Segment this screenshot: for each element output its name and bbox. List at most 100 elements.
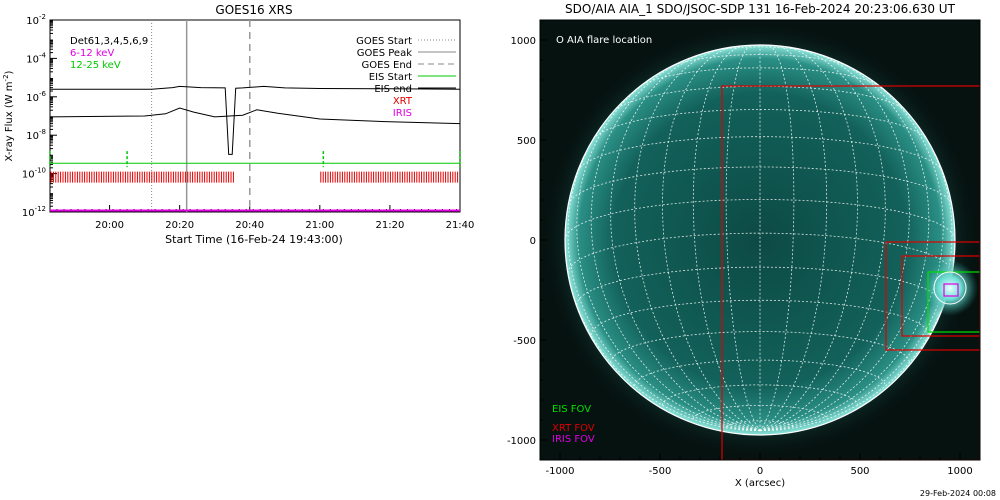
aia-y-tick-label: 500 [517, 136, 536, 147]
aia-fov-legend-label: EIS FOV [552, 404, 591, 415]
aia-x-tick-label: 0 [757, 466, 763, 477]
goes-x-axis-label: Start Time (16-Feb-24 19:43:00) [165, 233, 343, 246]
goes-y-tick-exp: -4 [39, 51, 47, 59]
fov-box-xrt-small [901, 255, 980, 337]
goes-legend-label: XRT [393, 96, 413, 107]
aia-y-tick-label: -500 [513, 336, 536, 347]
goes-y-tick-exp: -8 [39, 128, 46, 136]
goes-x-tick-label: 20:00 [95, 220, 124, 231]
grid-line [567, 166, 953, 205]
fov-box-xrt-large [721, 85, 980, 460]
aia-fov-legend-label: XRT FOV [552, 423, 595, 434]
aia-y-tick-label: 0 [530, 236, 536, 247]
grid-line [638, 67, 882, 88]
aia-image-panel: SDO/AIA AIA_1 SDO/JSOC-SDP 131 16-Feb-20… [507, 2, 981, 489]
grid-line [590, 57, 761, 432]
grid-line [610, 52, 761, 432]
fov-box-xrt-medium [885, 241, 980, 351]
xrt-observation-ticks [320, 171, 459, 183]
goes-y-tick-exp: -10 [35, 167, 46, 175]
aia-y-tick-label: -1000 [507, 436, 536, 447]
limb-outline [564, 44, 956, 436]
grid-line [567, 114, 761, 432]
goes-detector-label: 12-25 keV [70, 60, 121, 71]
goes-chart-title: GOES16 XRS [215, 3, 292, 17]
goes-detector-label: 6-12 keV [70, 48, 114, 59]
goes-y-tick-exp: -12 [35, 205, 46, 213]
goes-x-tick-label: 21:00 [305, 220, 334, 231]
grid-line [577, 136, 943, 172]
goes-y-axis-label: X-ray Flux (W m-2) [2, 70, 15, 161]
goes-y-tick-base: 10 [26, 93, 39, 104]
grid-line [576, 266, 944, 306]
aia-image-content [541, 21, 980, 460]
goes-legend-label: GOES Peak [357, 48, 412, 59]
goes-series-line-0 [50, 85, 461, 155]
grid-line [759, 48, 886, 432]
goes-y-tick-label: 10-8 [26, 128, 46, 142]
goes-y-tick-base: 10 [22, 208, 35, 219]
aia-x-tick-label: 1000 [947, 466, 972, 477]
xrt-observation-ticks [50, 171, 234, 183]
fov-box-iris [943, 283, 959, 297]
goes-legend-label: GOES Start [356, 36, 412, 47]
aia-x-tick-label: -1000 [545, 466, 574, 477]
grid-line [759, 114, 953, 432]
goes-y-tick-label: 10-2 [26, 13, 46, 27]
grid-line [725, 420, 795, 428]
grid-line [759, 52, 910, 432]
goes-y-tick-label: 10-4 [26, 51, 46, 65]
grid-line [759, 57, 930, 432]
goes-series-group [49, 85, 461, 212]
solar-disk [565, 45, 955, 435]
grid-line [610, 331, 910, 363]
goes-series-line-1 [49, 107, 461, 125]
goes-y-axis-label-sup: -2 [2, 74, 10, 81]
goes-xrs-panel: GOES16 XRS 20:00 20:20 20:40 21:00 21:20 21:4… [2, 3, 474, 246]
goes-x-tick-label: 20:40 [235, 220, 264, 231]
goes-y-axis-label-close: ) [4, 70, 15, 74]
goes-legend-label: EIS Start [369, 72, 412, 83]
grid-line [725, 45, 761, 431]
footer-timestamp: 29-Feb-2024 00:08 [920, 489, 996, 498]
grid-line [759, 45, 795, 431]
grid-line [592, 109, 928, 140]
flare-brightening [922, 260, 978, 316]
goes-y-axis-label-main: X-ray Flux (W m [4, 81, 15, 161]
goes-legend-label: GOES End [362, 60, 412, 71]
grid-line [662, 46, 761, 432]
goes-legend-label: EIS end [374, 84, 412, 95]
goes-y-tick-label: 10-10 [22, 167, 46, 181]
aia-x-axis-label: X (arcsec) [735, 478, 785, 489]
goes-x-tick-label: 21:20 [376, 220, 405, 231]
aia-axis-ticks: -1000 -500 0 500 1000 -1000 -500 0 500 1000 [507, 19, 981, 477]
goes-y-tick-exp: -2 [39, 13, 46, 21]
aia-x-tick-label: 500 [850, 466, 869, 477]
flare-location-marker [933, 271, 967, 305]
grid-line [759, 46, 858, 432]
goes-x-tick-label: 21:40 [446, 220, 475, 231]
goes-y-tick-base: 10 [26, 16, 39, 27]
goes-y-tick-label: 10-6 [26, 90, 46, 104]
goes-legend-label: IRIS [393, 108, 412, 119]
fov-boxes [721, 85, 980, 460]
aia-x-tick-label: -500 [649, 466, 672, 477]
grid-line [634, 48, 761, 432]
goes-y-tick-base: 10 [22, 170, 35, 181]
goes-y-tick-base: 10 [26, 54, 39, 65]
goes-detector-label: Det61,3,4,5,6,9 [70, 36, 148, 47]
grid-line [564, 199, 956, 241]
aia-chart-title: SDO/AIA AIA_1 SDO/JSOC-SDP 131 16-Feb-20… [565, 2, 956, 16]
goes-y-tick-label: 10-12 [22, 205, 46, 219]
goes-x-tick-label: 20:20 [165, 220, 194, 231]
grid-line [576, 72, 761, 432]
aia-flare-annotation: O AIA flare location [556, 35, 652, 46]
fov-box-eis [927, 271, 980, 333]
goes-y-tick-base: 10 [26, 131, 39, 142]
goes-plot-frame [49, 19, 461, 213]
aia-fov-legend-label: IRIS FOV [552, 434, 595, 445]
